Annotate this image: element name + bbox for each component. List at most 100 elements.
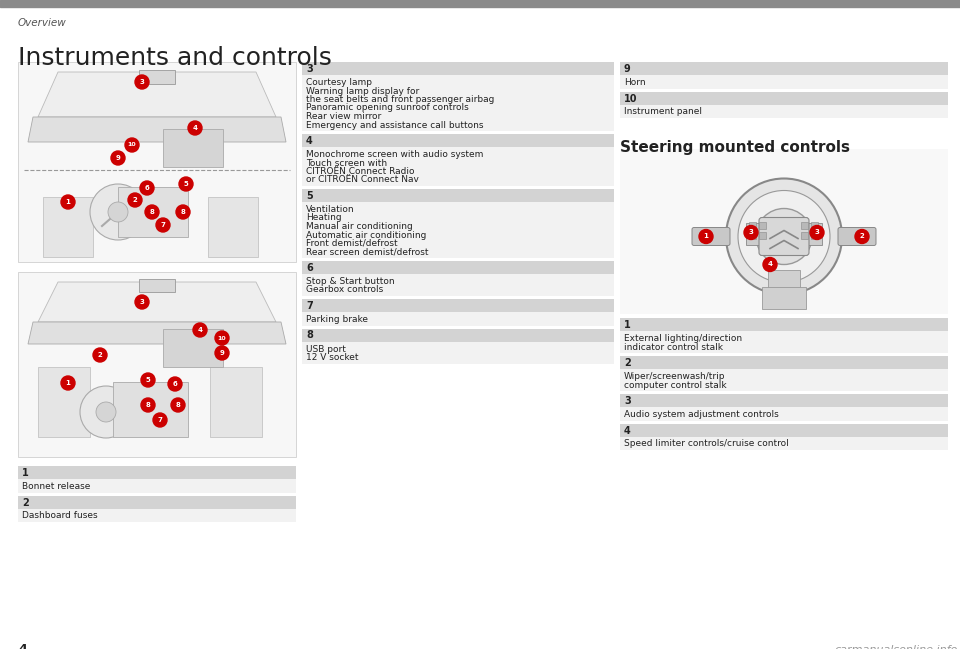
Text: 3: 3 — [624, 396, 631, 406]
Bar — [18, 272, 296, 457]
Text: the seat belts and front passenger airbag: the seat belts and front passenger airba… — [306, 95, 494, 104]
Bar — [43, 197, 93, 257]
Text: Automatic air conditioning: Automatic air conditioning — [306, 230, 426, 239]
Bar — [620, 407, 948, 421]
Circle shape — [141, 398, 155, 412]
Text: 7: 7 — [160, 222, 165, 228]
Text: 9: 9 — [220, 350, 225, 356]
Text: 4: 4 — [624, 426, 631, 435]
Circle shape — [145, 205, 159, 219]
Circle shape — [188, 121, 202, 135]
Bar — [18, 466, 296, 479]
Bar — [18, 479, 296, 493]
Text: Warning lamp display for: Warning lamp display for — [306, 86, 420, 95]
Text: 12 V socket: 12 V socket — [306, 353, 358, 362]
Text: 7: 7 — [306, 301, 313, 311]
Bar — [302, 189, 614, 202]
Circle shape — [215, 331, 229, 345]
Text: 6: 6 — [145, 185, 150, 191]
Circle shape — [125, 138, 139, 152]
Text: Instruments and controls: Instruments and controls — [18, 46, 332, 70]
Text: 2: 2 — [132, 197, 137, 203]
Bar — [163, 129, 223, 167]
Bar — [302, 147, 614, 186]
Text: 6: 6 — [306, 263, 313, 273]
Text: Manual air conditioning: Manual air conditioning — [306, 222, 413, 231]
Text: Parking brake: Parking brake — [306, 315, 368, 324]
Circle shape — [176, 205, 190, 219]
Text: Audio system adjustment controls: Audio system adjustment controls — [624, 410, 779, 419]
Circle shape — [215, 346, 229, 360]
Circle shape — [756, 208, 812, 265]
Bar — [302, 312, 614, 326]
Bar — [208, 197, 258, 257]
Circle shape — [193, 323, 207, 337]
Bar — [620, 424, 948, 437]
Bar — [139, 279, 175, 292]
Text: Wiper/screenwash/trip: Wiper/screenwash/trip — [624, 372, 726, 381]
Text: 1: 1 — [65, 380, 70, 386]
Text: 1: 1 — [704, 234, 708, 239]
Text: Emergency and assistance call buttons: Emergency and assistance call buttons — [306, 121, 484, 130]
Circle shape — [738, 191, 830, 282]
Text: Speed limiter controls/cruise control: Speed limiter controls/cruise control — [624, 439, 789, 448]
Bar — [18, 495, 296, 509]
Text: CITROËN Connect Radio: CITROËN Connect Radio — [306, 167, 415, 176]
Text: indicator control stalk: indicator control stalk — [624, 343, 723, 352]
Text: 8: 8 — [176, 402, 180, 408]
Text: Rear screen demist/defrost: Rear screen demist/defrost — [306, 247, 428, 256]
Text: Rear view mirror: Rear view mirror — [306, 112, 381, 121]
Text: 3: 3 — [749, 230, 754, 236]
Bar — [302, 299, 614, 312]
Circle shape — [699, 230, 713, 243]
Bar — [139, 70, 175, 84]
Polygon shape — [38, 282, 276, 322]
Bar — [620, 149, 948, 314]
Bar — [302, 341, 614, 363]
Text: 3: 3 — [139, 299, 144, 305]
Text: Ventilation: Ventilation — [306, 205, 354, 214]
Bar — [620, 394, 948, 407]
Circle shape — [128, 193, 142, 207]
Text: carmanualsonline.info: carmanualsonline.info — [835, 645, 958, 649]
Text: 2: 2 — [624, 358, 631, 368]
Circle shape — [108, 202, 128, 222]
Bar — [620, 369, 948, 391]
Circle shape — [855, 230, 869, 243]
Bar — [0, 0, 960, 7]
Bar — [620, 331, 948, 353]
Text: Horn: Horn — [624, 78, 646, 87]
Circle shape — [153, 413, 167, 427]
Circle shape — [168, 377, 182, 391]
Bar — [620, 318, 948, 331]
Text: 3: 3 — [306, 64, 313, 74]
Polygon shape — [28, 117, 286, 142]
Text: Heating: Heating — [306, 214, 342, 223]
Polygon shape — [38, 72, 276, 117]
Circle shape — [140, 181, 154, 195]
Circle shape — [96, 402, 116, 422]
Bar — [801, 221, 808, 228]
Bar — [746, 223, 770, 245]
Bar — [620, 62, 948, 75]
Text: 4: 4 — [306, 136, 313, 146]
FancyBboxPatch shape — [692, 228, 730, 245]
Bar — [118, 187, 188, 237]
Bar — [759, 221, 766, 228]
Circle shape — [179, 177, 193, 191]
Text: 4: 4 — [198, 327, 203, 333]
Text: 7: 7 — [157, 417, 162, 423]
Circle shape — [61, 195, 75, 209]
Circle shape — [141, 373, 155, 387]
Text: External lighting/direction: External lighting/direction — [624, 334, 742, 343]
Bar — [798, 223, 822, 245]
Circle shape — [726, 178, 842, 295]
Bar — [759, 232, 766, 238]
Bar — [749, 221, 756, 228]
Text: 3: 3 — [139, 79, 144, 85]
Bar — [768, 269, 800, 289]
Bar — [620, 92, 948, 104]
Bar — [302, 274, 614, 296]
Text: Gearbox controls: Gearbox controls — [306, 286, 383, 295]
Circle shape — [156, 218, 170, 232]
